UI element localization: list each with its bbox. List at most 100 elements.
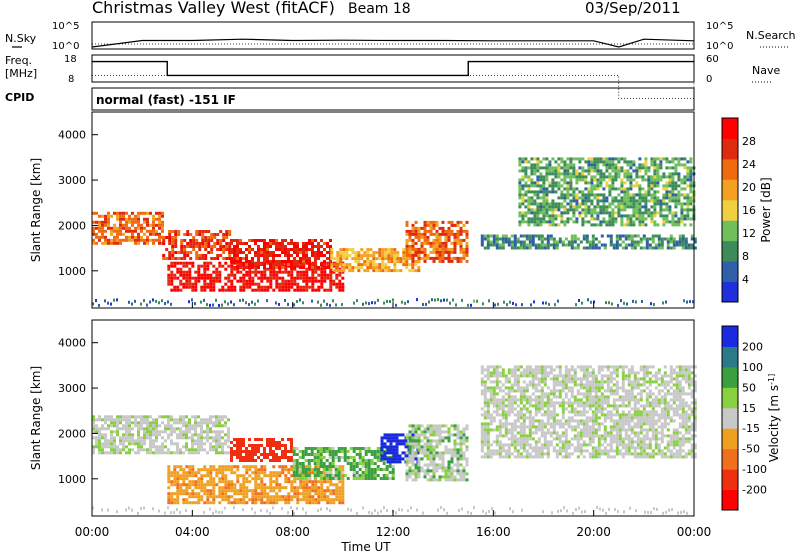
data-cell bbox=[242, 288, 246, 292]
data-cell bbox=[465, 472, 469, 476]
data-cell bbox=[492, 243, 496, 247]
data-cell bbox=[313, 453, 317, 456]
data-cell bbox=[176, 477, 180, 481]
data-cell bbox=[275, 486, 279, 490]
data-cell bbox=[617, 303, 619, 307]
data-cell bbox=[251, 498, 255, 502]
data-cell bbox=[599, 208, 603, 212]
data-cell bbox=[462, 433, 466, 437]
data-cell bbox=[296, 285, 300, 289]
data-cell bbox=[423, 436, 427, 440]
data-cell bbox=[495, 428, 499, 432]
data-cell bbox=[380, 454, 384, 458]
data-cell bbox=[617, 175, 621, 179]
data-cell bbox=[675, 240, 679, 244]
data-cell bbox=[128, 214, 131, 218]
data-cell bbox=[653, 169, 657, 173]
data-cell bbox=[185, 442, 188, 446]
data-cell bbox=[302, 245, 305, 248]
data-cell bbox=[513, 246, 517, 250]
data-cell bbox=[668, 160, 672, 164]
data-cell bbox=[194, 448, 197, 452]
data-cell bbox=[328, 456, 332, 459]
data-cell bbox=[480, 440, 484, 444]
data-cell bbox=[358, 468, 362, 471]
data-cell bbox=[510, 440, 514, 444]
data-cell bbox=[611, 202, 615, 206]
data-cell bbox=[411, 256, 415, 260]
data-cell bbox=[320, 245, 323, 248]
data-cell bbox=[304, 453, 308, 456]
data-cell bbox=[116, 214, 119, 218]
data-cell bbox=[557, 184, 561, 188]
data-cell bbox=[450, 451, 454, 455]
data-cell bbox=[356, 299, 358, 303]
data-cell bbox=[528, 422, 532, 426]
data-cell bbox=[182, 430, 185, 434]
data-cell bbox=[176, 276, 180, 280]
data-cell bbox=[522, 246, 526, 250]
data-cell bbox=[617, 199, 621, 203]
data-cell bbox=[441, 466, 445, 470]
data-cell bbox=[352, 459, 356, 462]
data-cell bbox=[588, 246, 592, 250]
data-cell bbox=[239, 489, 243, 493]
data-cell bbox=[272, 495, 276, 499]
data-cell bbox=[624, 246, 628, 250]
data-cell bbox=[140, 238, 143, 242]
data-cell bbox=[222, 251, 226, 254]
data-cell bbox=[224, 474, 228, 478]
data-cell bbox=[665, 300, 667, 304]
data-cell bbox=[678, 237, 682, 241]
data-cell bbox=[620, 202, 624, 206]
data-cell bbox=[680, 202, 684, 206]
data-cell bbox=[248, 438, 251, 441]
data-cell bbox=[110, 226, 113, 230]
data-cell bbox=[317, 489, 321, 493]
data-cell bbox=[620, 196, 624, 200]
data-cell bbox=[411, 269, 415, 273]
data-cell bbox=[95, 427, 98, 431]
data-cell bbox=[290, 263, 293, 266]
data-cell bbox=[656, 184, 660, 188]
data-cell bbox=[363, 260, 367, 264]
data-cell bbox=[149, 448, 152, 452]
data-cell bbox=[272, 242, 275, 245]
data-cell bbox=[380, 448, 384, 452]
data-cell bbox=[608, 166, 612, 170]
data-cell bbox=[140, 235, 143, 239]
data-cell bbox=[690, 243, 694, 247]
data-cell bbox=[444, 466, 448, 470]
data-cell bbox=[242, 486, 246, 490]
data-cell bbox=[331, 465, 335, 468]
data-cell bbox=[395, 436, 399, 440]
data-cell bbox=[524, 172, 528, 176]
data-cell bbox=[629, 166, 633, 170]
data-cell bbox=[164, 439, 167, 443]
data-cell bbox=[495, 434, 499, 438]
data-cell bbox=[146, 220, 149, 224]
data-cell bbox=[581, 172, 585, 176]
data-cell bbox=[295, 453, 299, 456]
data-cell bbox=[552, 246, 556, 250]
data-cell bbox=[299, 480, 303, 484]
data-cell bbox=[444, 244, 448, 248]
data-cell bbox=[587, 160, 591, 164]
data-cell bbox=[641, 175, 645, 179]
data-cell bbox=[620, 184, 624, 188]
data-cell bbox=[411, 460, 415, 464]
data-cell bbox=[260, 239, 263, 242]
data-cell bbox=[278, 465, 282, 469]
data-cell bbox=[447, 229, 451, 233]
data-cell bbox=[498, 425, 502, 429]
data-cell bbox=[402, 257, 406, 261]
data-cell bbox=[429, 442, 433, 446]
data-cell bbox=[346, 456, 350, 459]
data-cell bbox=[311, 242, 314, 245]
data-cell bbox=[554, 190, 558, 194]
data-cell bbox=[641, 211, 645, 215]
data-cell bbox=[292, 465, 296, 468]
data-cell bbox=[173, 285, 177, 289]
data-cell bbox=[298, 462, 302, 465]
data-cell bbox=[95, 430, 98, 434]
